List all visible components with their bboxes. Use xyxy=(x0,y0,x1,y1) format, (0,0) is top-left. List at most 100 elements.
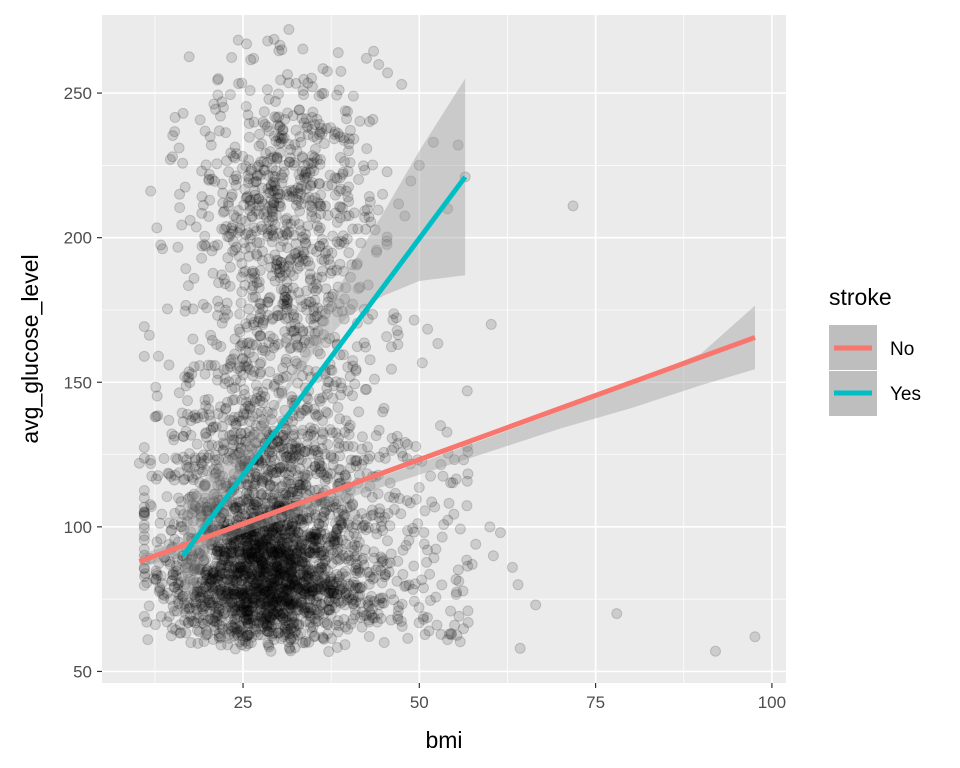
data-point xyxy=(349,378,361,390)
data-point xyxy=(272,574,284,586)
data-point xyxy=(294,569,306,581)
data-point xyxy=(350,365,362,377)
data-point xyxy=(182,617,194,629)
data-point xyxy=(304,602,316,614)
data-point xyxy=(217,624,229,636)
data-point xyxy=(345,618,357,630)
data-point xyxy=(180,263,192,275)
data-point xyxy=(138,321,150,333)
data-point xyxy=(385,614,397,626)
data-point xyxy=(233,250,245,262)
data-point xyxy=(248,116,260,128)
data-point xyxy=(244,592,256,604)
data-point xyxy=(204,194,216,206)
data-point xyxy=(379,569,391,581)
data-point xyxy=(276,44,288,56)
data-point xyxy=(206,439,218,451)
data-point xyxy=(138,507,150,519)
data-point xyxy=(264,578,276,590)
data-point xyxy=(215,586,227,598)
data-point xyxy=(257,600,269,612)
data-point xyxy=(340,571,352,583)
data-point xyxy=(399,580,411,592)
data-point xyxy=(219,373,231,385)
data-point xyxy=(286,610,298,622)
data-point xyxy=(198,636,210,648)
data-point xyxy=(317,545,329,557)
data-point xyxy=(332,401,344,413)
data-point xyxy=(243,154,255,166)
data-point xyxy=(347,355,359,367)
data-point xyxy=(373,59,385,71)
data-point xyxy=(271,557,283,569)
data-point xyxy=(329,596,341,608)
data-point xyxy=(247,592,259,604)
data-point xyxy=(260,452,272,464)
data-point xyxy=(223,632,235,644)
scatter-points xyxy=(133,23,761,658)
data-point xyxy=(240,605,252,617)
data-point xyxy=(290,450,302,462)
data-point xyxy=(299,172,311,184)
data-point xyxy=(416,357,428,369)
data-point xyxy=(250,569,262,581)
data-point xyxy=(385,363,397,375)
data-point xyxy=(229,605,241,617)
data-point xyxy=(296,151,308,163)
data-point xyxy=(218,507,230,519)
data-point xyxy=(244,425,256,437)
data-point xyxy=(248,526,260,538)
data-point xyxy=(133,457,145,469)
data-point xyxy=(289,544,301,556)
data-point xyxy=(331,642,343,654)
data-point xyxy=(364,450,376,462)
data-point xyxy=(388,594,400,606)
data-point xyxy=(461,385,473,397)
data-point xyxy=(203,582,215,594)
data-point xyxy=(228,588,240,600)
data-point xyxy=(206,573,218,585)
data-point xyxy=(306,464,318,476)
data-point xyxy=(485,318,497,330)
data-point xyxy=(514,642,526,654)
data-point xyxy=(241,487,253,499)
data-point xyxy=(269,339,281,351)
data-point xyxy=(325,573,337,585)
data-point xyxy=(232,568,244,580)
data-point xyxy=(256,478,268,490)
x-tick-label: 25 xyxy=(234,693,253,712)
data-point xyxy=(280,337,292,349)
data-point xyxy=(225,354,237,366)
data-point xyxy=(291,490,303,502)
data-point xyxy=(312,574,324,586)
data-point xyxy=(234,548,246,560)
data-point xyxy=(213,632,225,644)
data-point xyxy=(421,612,433,624)
data-point xyxy=(259,118,271,130)
data-point xyxy=(263,533,275,545)
data-point xyxy=(258,314,270,326)
data-point xyxy=(288,531,300,543)
data-point xyxy=(300,615,312,627)
data-point xyxy=(329,502,341,514)
data-point xyxy=(270,565,282,577)
data-point xyxy=(269,475,281,487)
data-point xyxy=(383,491,395,503)
data-point xyxy=(179,561,191,573)
data-point xyxy=(257,472,269,484)
data-point xyxy=(450,574,462,586)
data-point xyxy=(317,426,329,438)
data-point xyxy=(161,491,173,503)
data-point xyxy=(258,566,270,578)
data-point xyxy=(250,474,262,486)
data-point xyxy=(343,519,355,531)
data-point xyxy=(282,548,294,560)
data-point xyxy=(266,628,278,640)
data-point xyxy=(284,584,296,596)
data-point xyxy=(379,571,391,583)
data-point xyxy=(271,310,283,322)
data-point xyxy=(238,237,250,249)
data-point xyxy=(179,607,191,619)
data-point xyxy=(223,166,235,178)
